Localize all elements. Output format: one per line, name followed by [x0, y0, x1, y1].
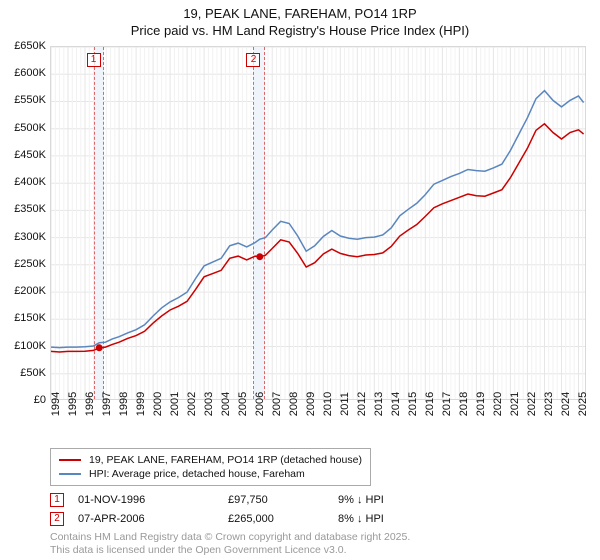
- chart-lines: [51, 47, 585, 399]
- x-tick-label: 2009: [305, 392, 317, 416]
- x-tick-label: 2017: [441, 392, 453, 416]
- x-tick-label: 2007: [271, 392, 283, 416]
- x-tick-label: 2001: [169, 392, 181, 416]
- y-tick-label: £300K: [14, 231, 46, 243]
- transaction-row: 1 01-NOV-1996£97,7509% ↓ HPI: [50, 490, 586, 509]
- y-tick-label: £100K: [14, 340, 46, 352]
- x-tick-label: 2025: [577, 392, 589, 416]
- y-tick-label: £550K: [14, 94, 46, 106]
- footer: 1 01-NOV-1996£97,7509% ↓ HPI 2 07-APR-2006£…: [50, 490, 586, 557]
- legend-item: 19, PEAK LANE, FAREHAM, PO14 1RP (detach…: [59, 453, 362, 467]
- x-tick-label: 2021: [509, 392, 521, 416]
- x-tick-label: 1998: [118, 392, 130, 416]
- x-tick-label: 2014: [390, 392, 402, 416]
- x-tick-label: 2000: [152, 392, 164, 416]
- y-tick-label: £250K: [14, 258, 46, 270]
- x-tick-label: 2020: [492, 392, 504, 416]
- x-tick-label: 1999: [135, 392, 147, 416]
- x-tick-label: 2005: [237, 392, 249, 416]
- x-tick-label: 2008: [288, 392, 300, 416]
- x-tick-label: 2022: [526, 392, 538, 416]
- legend-label: 19, PEAK LANE, FAREHAM, PO14 1RP (detach…: [89, 454, 362, 466]
- legend-swatch: [59, 459, 81, 461]
- license-text: Contains HM Land Registry data © Crown c…: [50, 528, 586, 557]
- y-tick-label: £500K: [14, 122, 46, 134]
- x-tick-label: 2019: [475, 392, 487, 416]
- y-tick-label: £200K: [14, 285, 46, 297]
- y-tick-label: £150K: [14, 312, 46, 324]
- legend-swatch: [59, 473, 81, 475]
- x-tick-label: 2010: [322, 392, 334, 416]
- x-tick-label: 2023: [543, 392, 555, 416]
- x-tick-label: 1994: [50, 392, 62, 416]
- transaction-price: £97,750: [228, 494, 338, 506]
- transaction-marker-icon: 1: [50, 493, 64, 507]
- license-line: Contains HM Land Registry data © Crown c…: [50, 531, 586, 544]
- x-tick-label: 2004: [220, 392, 232, 416]
- x-tick-label: 2012: [356, 392, 368, 416]
- transaction-marker-icon: 2: [50, 512, 64, 526]
- transaction-date: 01-NOV-1996: [78, 494, 228, 506]
- chart-title: 19, PEAK LANE, FAREHAM, PO14 1RP: [0, 0, 600, 21]
- x-tick-label: 2024: [560, 392, 572, 416]
- x-tick-label: 2011: [339, 392, 351, 416]
- x-tick-label: 2003: [203, 392, 215, 416]
- x-tick-label: 2015: [407, 392, 419, 416]
- chart-plot-area: 12: [50, 46, 586, 400]
- y-tick-label: £600K: [14, 67, 46, 79]
- y-axis: £0£50K£100K£150K£200K£250K£300K£350K£400…: [0, 46, 50, 400]
- x-tick-label: 1995: [67, 392, 79, 416]
- legend-item: HPI: Average price, detached house, Fare…: [59, 467, 362, 481]
- x-tick-label: 1997: [101, 392, 113, 416]
- chart-subtitle: Price paid vs. HM Land Registry's House …: [0, 21, 600, 42]
- x-tick-label: 2002: [186, 392, 198, 416]
- x-tick-label: 2018: [458, 392, 470, 416]
- legend-label: HPI: Average price, detached house, Fare…: [89, 468, 305, 480]
- x-axis: 1994199519961997199819992000200120022003…: [50, 400, 586, 446]
- chart-container: 19, PEAK LANE, FAREHAM, PO14 1RP Price p…: [0, 0, 600, 560]
- y-tick-label: £350K: [14, 203, 46, 215]
- y-tick-label: £0: [34, 394, 46, 406]
- license-line: This data is licensed under the Open Gov…: [50, 544, 586, 557]
- y-tick-label: £650K: [14, 40, 46, 52]
- transaction-row: 2 07-APR-2006£265,0008% ↓ HPI: [50, 509, 586, 528]
- legend: 19, PEAK LANE, FAREHAM, PO14 1RP (detach…: [50, 448, 371, 486]
- transaction-rows: 1 01-NOV-1996£97,7509% ↓ HPI 2 07-APR-2006£…: [50, 490, 586, 528]
- y-tick-label: £400K: [14, 176, 46, 188]
- x-tick-label: 2013: [373, 392, 385, 416]
- y-tick-label: £450K: [14, 149, 46, 161]
- transaction-date: 07-APR-2006: [78, 513, 228, 525]
- transaction-price: £265,000: [228, 513, 338, 525]
- y-tick-label: £50K: [20, 367, 46, 379]
- transaction-vs-hpi: 9% ↓ HPI: [338, 494, 384, 506]
- x-tick-label: 2016: [424, 392, 436, 416]
- x-tick-label: 2006: [254, 392, 266, 416]
- x-tick-label: 1996: [84, 392, 96, 416]
- transaction-vs-hpi: 8% ↓ HPI: [338, 513, 384, 525]
